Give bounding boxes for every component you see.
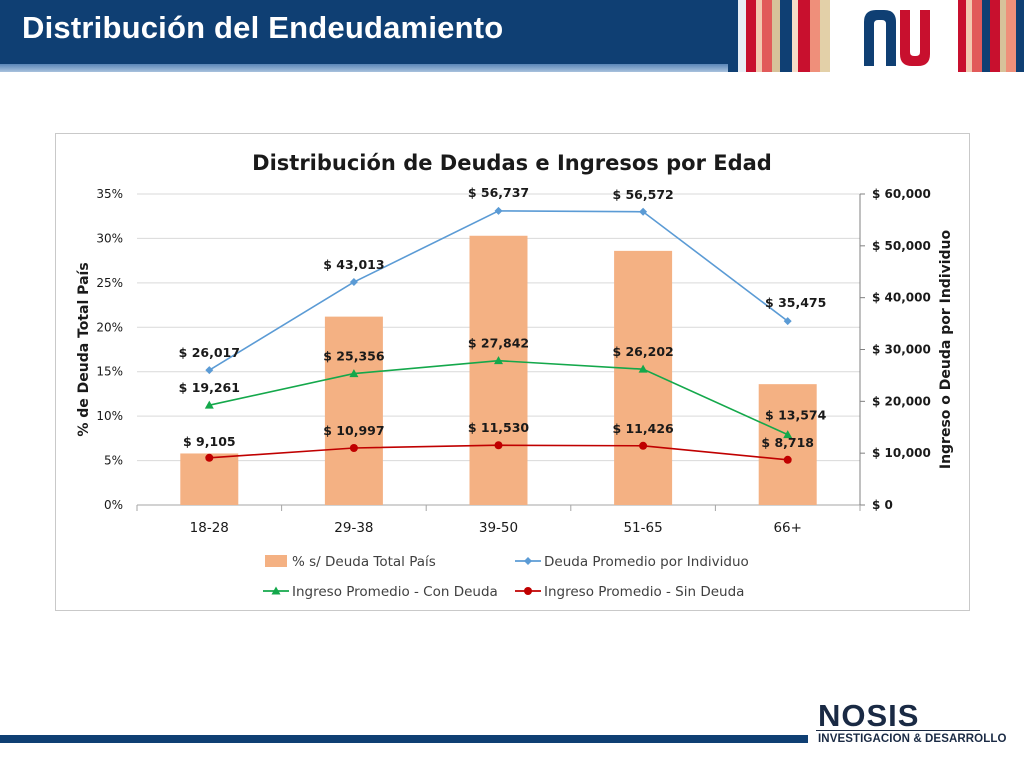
x-tick-label: 18-28 [190, 520, 229, 536]
x-tick-label: 51-65 [623, 520, 662, 536]
y-left-tick-label: 25% [96, 276, 123, 290]
bar-series [180, 235, 817, 505]
x-tick-label: 39-50 [479, 520, 518, 536]
data-label: $ 26,202 [612, 344, 673, 359]
y-left-axis-title: % de Deuda Total País [76, 262, 92, 436]
bar [324, 316, 383, 505]
data-label: $ 19,261 [179, 380, 240, 395]
data-label: $ 43,013 [323, 257, 384, 272]
legend-entry: Deuda Promedio por Individuo [544, 554, 749, 570]
x-tick-label: 29-38 [334, 520, 373, 536]
data-point [494, 356, 503, 365]
y-right-tick-label: $ 20,000 [872, 394, 931, 408]
y-right-tick-label: $ 30,000 [872, 343, 931, 357]
y-right-tick-label: $ 60,000 [872, 187, 931, 201]
data-labels: $ 26,017 $ 43,013 $ 56,737 $ 56,572 $ 35,475… [179, 185, 827, 450]
nosis-wordmark: NOSIS [818, 700, 919, 733]
data-point [639, 441, 648, 450]
data-point [783, 317, 792, 326]
nosis-separator [816, 730, 980, 731]
page-title: Distribución del Endeudamiento [22, 10, 504, 45]
nosis-tagline: INVESTIGACION & DESARROLLO [818, 733, 1007, 745]
nosis-name: NOSIS [818, 700, 919, 733]
data-label: $ 10,997 [323, 423, 384, 438]
data-label: $ 11,426 [612, 421, 674, 436]
data-point [349, 369, 359, 378]
data-label: $ 26,017 [179, 345, 240, 360]
bar [758, 384, 817, 505]
data-point [349, 443, 358, 452]
data-label: $ 13,574 [765, 408, 827, 423]
y-left-tick-label: 15% [96, 365, 123, 379]
y-right-tick-label: $ 0 [872, 498, 893, 512]
y-left-tick-label: 10% [96, 409, 123, 423]
axes: 0% 5% 10% 15% 20% 25% 30% 35% $ 0 $ 10,000 $ 20,00… [76, 187, 954, 536]
y-right-tick-label: $ 40,000 [872, 291, 931, 305]
data-point [205, 366, 214, 375]
x-tick-label: 66+ [773, 520, 802, 536]
bar [180, 453, 239, 505]
y-left-tick-label: 35% [96, 187, 123, 201]
legend-entry: Ingreso Promedio - Con Deuda [292, 584, 498, 600]
line-series [204, 206, 793, 464]
data-label: $ 11,530 [468, 420, 530, 435]
data-point [639, 207, 648, 216]
data-point [783, 430, 793, 439]
data-point [524, 557, 532, 565]
y-left-tick-label: 5% [104, 454, 123, 468]
y-left-tick-label: 0% [104, 498, 123, 512]
data-label: $ 27,842 [468, 336, 529, 351]
data-point [205, 453, 214, 462]
y-right-axis-title: Ingreso o Deuda por Individuo [938, 229, 954, 469]
data-label: $ 56,572 [612, 187, 673, 202]
data-point [638, 364, 648, 373]
decorative-stripes-right [958, 0, 1024, 72]
data-point [349, 278, 358, 287]
data-point [783, 455, 792, 464]
legend-swatch [265, 555, 287, 567]
data-point [494, 206, 503, 215]
data-point [494, 441, 503, 450]
data-point [271, 586, 281, 595]
data-label: $ 35,475 [765, 295, 826, 310]
data-label: $ 9,105 [183, 434, 236, 449]
y-right-tick-label: $ 50,000 [872, 239, 931, 253]
y-left-tick-label: 30% [96, 231, 123, 245]
legend-entry: Ingreso Promedio - Sin Deuda [544, 584, 744, 600]
header-underline [0, 64, 730, 72]
decorative-stripes-left [728, 0, 830, 72]
footer-bar [0, 735, 808, 743]
nosis-n-logo-icon [864, 10, 930, 66]
data-point [204, 400, 214, 409]
y-right-tick-label: $ 10,000 [872, 446, 931, 460]
logo-box [830, 0, 958, 72]
chart-title: Distribución de Deudas e Ingresos por Ed… [252, 151, 772, 175]
bar [469, 235, 528, 505]
data-label: $ 56,737 [468, 185, 529, 200]
data-label: $ 8,718 [761, 435, 814, 450]
legend: % s/ Deuda Total País Deuda Promedio por … [263, 554, 749, 600]
legend-entry: % s/ Deuda Total País [292, 554, 436, 570]
y-left-tick-label: 20% [96, 320, 123, 334]
data-point [524, 587, 532, 595]
data-label: $ 25,356 [323, 349, 385, 364]
